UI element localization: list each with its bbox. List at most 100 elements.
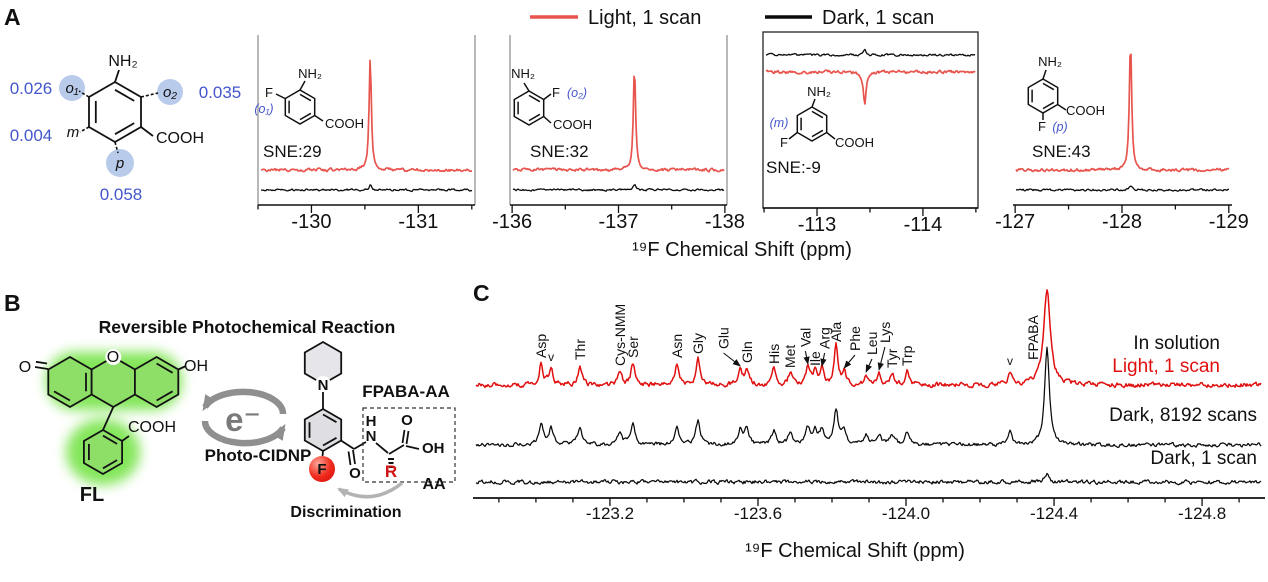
tick-label: -130 xyxy=(291,211,331,233)
fl-label: FL xyxy=(80,484,104,506)
o1-position: o₁ xyxy=(65,80,78,97)
panel-b-title: Reversible Photochemical Reaction xyxy=(99,317,396,337)
trace-light xyxy=(1015,53,1230,173)
aa-dashed-box xyxy=(362,407,456,483)
piperidine-n: N xyxy=(318,377,329,394)
cooh-label: COOH xyxy=(835,135,874,150)
double-bond xyxy=(347,451,352,466)
f-label: F xyxy=(1038,119,1046,134)
hfc-o1: 0.026 xyxy=(10,79,53,98)
trace-dark xyxy=(260,184,473,193)
panel-c-axis-title: ¹⁹F Chemical Shift (ppm) xyxy=(745,540,965,562)
double-bond xyxy=(811,129,824,138)
cooh-label: COOH xyxy=(553,117,592,132)
sne-label-1: SNE:29 xyxy=(263,142,322,161)
tick-label: -123.2 xyxy=(586,504,634,523)
bond xyxy=(353,441,367,450)
tick-label: -129 xyxy=(1209,211,1249,233)
bond xyxy=(523,82,530,92)
o2-position: o₂ xyxy=(163,84,177,101)
double-bond xyxy=(156,390,174,402)
fluorine-ball xyxy=(309,456,335,482)
acid-oh: OH xyxy=(422,440,445,457)
peak-label-asn: Asn xyxy=(669,334,685,358)
peak-arrow xyxy=(865,358,873,373)
tick-label: -124.4 xyxy=(1030,504,1078,523)
bond xyxy=(340,439,355,450)
peak-arrow xyxy=(843,354,856,369)
f-label: F xyxy=(780,135,788,150)
trace-light-insolution xyxy=(475,289,1262,389)
double-bond xyxy=(102,459,118,470)
peak-label-asp: Asp xyxy=(533,334,549,358)
plot-frame xyxy=(762,31,979,209)
peak-label-lys: Lys xyxy=(877,322,893,343)
bond xyxy=(405,445,420,450)
double-bond xyxy=(156,362,174,374)
trace-dark xyxy=(765,48,976,57)
impurity-marker: v xyxy=(548,350,554,364)
spectrum-panel-2: -136 -137 -138 NH₂ F (o₂) COOH xyxy=(492,35,745,233)
peak-label-glu: Glu xyxy=(716,327,732,349)
double-bond xyxy=(528,94,541,103)
hfc-o2: 0.035 xyxy=(199,83,242,102)
atom-gap xyxy=(315,376,331,392)
peak-arrow xyxy=(803,350,810,365)
hydroxyl-oh: OH xyxy=(184,358,208,375)
double-bond xyxy=(1042,82,1055,91)
bond xyxy=(275,93,286,100)
sne-label-2: SNE:32 xyxy=(530,142,589,161)
bond xyxy=(543,93,552,101)
trace-light xyxy=(261,59,473,173)
bond xyxy=(299,80,306,91)
panel-b-labels: Reversible Photochemical Reaction FL e⁻ Pho… xyxy=(19,317,450,521)
nh2-label: NH₂ xyxy=(108,53,137,70)
bond xyxy=(788,131,798,140)
f-label: F xyxy=(552,85,560,100)
bond xyxy=(314,114,324,122)
dark-1-scan-label: Dark, 1 scan xyxy=(1150,448,1257,469)
electron-label: e⁻ xyxy=(225,401,261,438)
tick-label: -137 xyxy=(598,211,638,233)
nh2-label: NH₂ xyxy=(511,66,535,81)
peak-label-his: His xyxy=(766,344,782,364)
amide-n: N xyxy=(366,428,377,445)
peak-label-trp: Trp xyxy=(899,345,915,366)
hfc-p: 0.058 xyxy=(100,185,143,204)
double-bond xyxy=(1042,101,1055,110)
compound-ring xyxy=(796,106,828,142)
tick-label: -124.8 xyxy=(1178,504,1226,523)
f-label: F xyxy=(265,85,273,100)
trace-light xyxy=(765,69,976,105)
bond xyxy=(177,365,187,371)
spectrum-panel-3: -113 -114 NH₂ (m) F COOH xyxy=(762,31,979,236)
in-solution-label: In solution xyxy=(1133,333,1220,354)
nh2-label: NH₂ xyxy=(298,66,322,81)
position-label: (o₂) xyxy=(567,86,587,100)
legend: Light, 1 scan Dark, 1 scan xyxy=(530,7,934,29)
bond xyxy=(375,442,389,454)
hfc-m: 0.004 xyxy=(10,126,53,145)
double-bond xyxy=(53,390,71,402)
peak-label-fpaba: FPABA xyxy=(1025,314,1041,360)
double-bond xyxy=(299,112,312,121)
panel-a: A NH₂ COOH o₁ o₂ m p 0.026 0.035 0.004 0.058 Ligh… xyxy=(4,4,1249,261)
double-bond xyxy=(322,437,337,447)
fluorine-label: F xyxy=(317,461,326,478)
peak-label-ile: Ile xyxy=(807,351,823,366)
impurity-marker: v xyxy=(1007,354,1013,368)
position-label: (o₁) xyxy=(254,102,273,116)
peak-label-met: Met xyxy=(782,345,798,368)
tick-label: -136 xyxy=(492,211,532,233)
cooh-label: COOH xyxy=(156,130,204,147)
dark-8192-scans-label: Dark, 8192 scans xyxy=(1109,405,1257,426)
double-bond xyxy=(114,89,135,102)
trace-dark-8192 xyxy=(475,346,1262,449)
double-bond xyxy=(528,113,541,122)
panel-c-letter: C xyxy=(473,280,490,306)
hyperfine-bond xyxy=(140,92,159,98)
carbonyl-o: O xyxy=(349,465,361,482)
cooh-label: COOH xyxy=(325,116,364,131)
sne-label-3: SNE:-9 xyxy=(766,158,821,177)
